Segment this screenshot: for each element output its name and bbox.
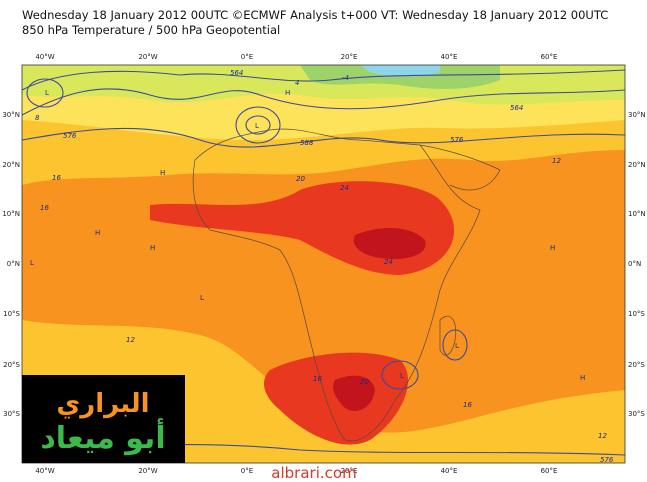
low-contour xyxy=(442,329,468,361)
longitude-label: 40°E xyxy=(441,467,458,475)
latitude-label: 30°S xyxy=(3,410,20,418)
low-contour xyxy=(245,115,271,135)
contour-label: 16 xyxy=(463,401,472,409)
contour-label: 20 xyxy=(360,378,369,386)
cold-blue xyxy=(360,65,440,77)
low-contour xyxy=(381,360,419,390)
contour-line xyxy=(22,69,625,91)
longitude-label: 20°W xyxy=(138,467,157,475)
contour-line xyxy=(22,88,625,116)
low-contour xyxy=(26,78,64,108)
pressure-mark: L xyxy=(45,89,49,97)
pressure-mark: L xyxy=(200,294,204,302)
contour-label: 12 xyxy=(552,157,561,165)
contour-label: -4 xyxy=(342,74,349,82)
contour-label: 564 xyxy=(510,104,523,112)
latitude-label: 10°N xyxy=(2,210,20,218)
contour-label: 20 xyxy=(296,175,305,183)
latitude-label: 30°N xyxy=(628,111,646,119)
cold-green xyxy=(300,65,500,89)
contour-label: 4 xyxy=(295,79,299,87)
hottest-zone-south xyxy=(333,375,375,411)
watermark: albrari.com xyxy=(271,464,356,482)
latitude-label: 20°S xyxy=(3,361,20,369)
pressure-mark: H xyxy=(285,89,290,97)
pressure-mark: H xyxy=(580,374,585,382)
longitude-label: 20°E xyxy=(341,53,358,61)
hottest-zone-north xyxy=(353,228,426,260)
contour-label: 12 xyxy=(598,432,607,440)
pressure-mark: L xyxy=(400,372,404,380)
latitude-label: 0°N xyxy=(628,260,641,268)
longitude-label: 20°E xyxy=(341,467,358,475)
title-line: Wednesday 18 January 2012 00UTC ©ECMWF A… xyxy=(22,8,608,22)
map xyxy=(22,65,625,463)
longitude-label: 0°E xyxy=(241,53,253,61)
contour-label: 24 xyxy=(340,184,349,192)
contour-line xyxy=(22,127,625,148)
pressure-mark: H xyxy=(150,244,155,252)
latitude-label: 20°S xyxy=(628,361,645,369)
longitude-label: 40°W xyxy=(35,53,54,61)
arabia-coastline xyxy=(419,144,501,191)
longitude-label: 0°E xyxy=(241,467,253,475)
pressure-mark: H xyxy=(95,229,100,237)
longitude-label: 20°W xyxy=(138,53,157,61)
contour-label: 576 xyxy=(63,132,77,140)
contour-label: 24 xyxy=(384,258,393,266)
contour-label: 12 xyxy=(126,336,135,344)
contour-label: 16 xyxy=(40,204,49,212)
low-contour xyxy=(235,106,281,144)
longitude-label: 40°E xyxy=(441,53,458,61)
contour-label: 588 xyxy=(300,139,314,147)
latitude-label: 30°N xyxy=(2,111,20,119)
contour-label: 16 xyxy=(313,375,322,383)
pressure-mark: H xyxy=(550,244,555,252)
longitude-label: 60°E xyxy=(541,53,558,61)
latitude-label: 10°N xyxy=(628,210,646,218)
pressure-mark: L xyxy=(255,122,259,130)
contour-label: 564 xyxy=(230,69,243,77)
map-labels: 40°W 40°W 20°W 20°W 0°E 0°E 20°E 20°E 40°E 40°E 60… xyxy=(2,53,645,475)
contour-label: 16 xyxy=(52,174,61,182)
pressure-mark: H xyxy=(160,169,165,177)
longitude-label: 60°E xyxy=(541,467,558,475)
madagascar xyxy=(439,315,456,356)
pressure-mark: L xyxy=(30,259,34,267)
logo-line: أبو ميعاد xyxy=(40,418,165,456)
hot-zone-south xyxy=(264,352,409,445)
map-frame xyxy=(21,64,626,464)
latitude-label: 20°N xyxy=(628,161,646,169)
latitude-label: 0°N xyxy=(7,260,20,268)
longitude-label: 40°W xyxy=(35,467,54,475)
contour-label: 576 xyxy=(600,456,614,464)
latitude-label: 30°S xyxy=(628,410,645,418)
logo-box xyxy=(22,375,185,463)
contour-label: 576 xyxy=(450,136,464,144)
pressure-mark: L xyxy=(455,342,459,350)
latitude-label: 10°S xyxy=(628,310,645,318)
contour-label: 8 xyxy=(35,114,40,122)
latitude-label: 10°S xyxy=(3,310,20,318)
subtitle-line: 850 hPa Temperature / 500 hPa Geopotenti… xyxy=(22,23,280,37)
latitude-label: 20°N xyxy=(2,161,20,169)
logo-line: البراري xyxy=(56,389,149,419)
